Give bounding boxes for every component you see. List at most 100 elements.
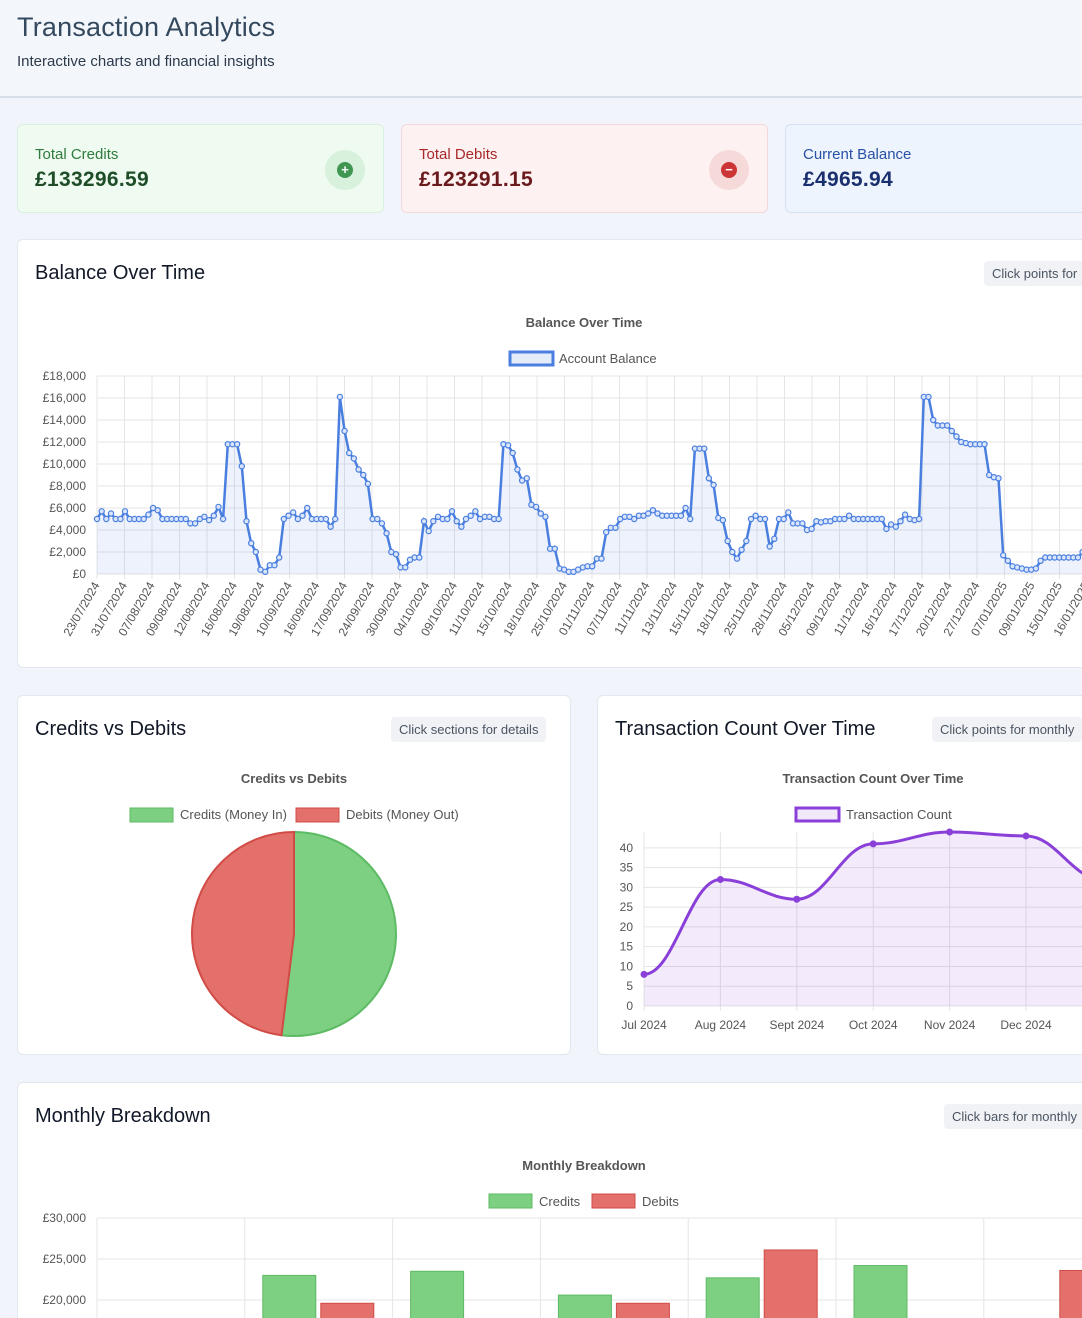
count-x-tick-label: Oct 2024 xyxy=(849,1018,898,1032)
balance-point xyxy=(140,515,147,523)
balance-point xyxy=(462,515,470,523)
balance-point xyxy=(1004,557,1012,565)
balance-point xyxy=(780,515,787,523)
monthly-y-tick-label: £20,000 xyxy=(43,1293,87,1307)
monthly-legend-swatch xyxy=(488,1193,533,1209)
count-y-tick-label: 40 xyxy=(620,841,634,855)
balance-point xyxy=(612,524,619,532)
balance-point xyxy=(944,422,951,429)
balance-point xyxy=(93,515,101,523)
plus-circle-icon: + xyxy=(337,162,353,178)
balance-point xyxy=(724,537,731,545)
balance-point xyxy=(243,518,250,525)
balance-y-tick-label: £2,000 xyxy=(49,545,86,559)
balance-point xyxy=(1074,554,1082,561)
balance-point xyxy=(467,512,474,519)
balance-point xyxy=(729,548,736,556)
balance-point xyxy=(294,515,302,523)
balance-panel: Balance Over Time Click points for xyxy=(17,239,1082,668)
count-area xyxy=(644,832,1082,1006)
balance-y-tick-label: £4,000 xyxy=(49,523,86,537)
balance-point xyxy=(233,441,241,448)
pie-hint-badge: Click sections for details xyxy=(391,717,547,742)
balance-y-tick-label: £18,000 xyxy=(43,369,87,383)
count-point xyxy=(716,875,724,883)
debits-icon-badge: − xyxy=(709,150,749,190)
monthly-panel-title: Monthly Breakdown xyxy=(35,1105,211,1127)
count-point xyxy=(1022,832,1030,840)
balance-point xyxy=(322,515,330,523)
balance-y-tick-label: £12,000 xyxy=(43,435,87,449)
balance-point xyxy=(121,508,129,515)
count-chart-title: Transaction Count Over Time xyxy=(782,771,963,786)
balance-point xyxy=(262,568,269,576)
balance-point xyxy=(631,515,638,523)
balance-point xyxy=(336,393,344,401)
balance-point xyxy=(374,515,381,523)
balance-point xyxy=(738,546,745,554)
balance-point xyxy=(392,551,400,558)
balance-point xyxy=(677,512,685,519)
balance-chart[interactable]: Balance Over Time Account Balance £0 £2,000… xyxy=(0,0,1082,668)
balance-point xyxy=(285,512,292,519)
monthly-chart-title: Monthly Breakdown xyxy=(522,1158,646,1173)
current-balance-value: £4965.94 xyxy=(803,168,893,191)
pie-legend-swatch xyxy=(295,807,340,823)
balance-point xyxy=(346,449,353,457)
balance-point xyxy=(551,545,559,552)
balance-point xyxy=(542,513,549,521)
balance-y-tick-label: £10,000 xyxy=(43,457,87,471)
balance-point xyxy=(1000,552,1007,559)
balance-point xyxy=(719,516,727,524)
balance-y-tick-label: £6,000 xyxy=(49,501,86,515)
balance-point xyxy=(117,515,124,523)
balance-point xyxy=(145,511,152,518)
balance-point xyxy=(472,508,479,515)
balance-point xyxy=(785,509,792,516)
balance-y-tick-label: £8,000 xyxy=(49,479,86,493)
balance-point xyxy=(897,518,904,525)
balance-point xyxy=(747,515,755,523)
total-debits-label: Total Debits xyxy=(419,146,498,163)
minus-circle-icon: − xyxy=(721,162,737,178)
balance-point xyxy=(332,515,339,523)
balance-point xyxy=(649,507,657,514)
balance-y-tick-label: £0 xyxy=(73,567,87,581)
balance-legend-label: Account Balance xyxy=(559,351,657,366)
count-point xyxy=(793,895,801,903)
page-title: Transaction Analytics xyxy=(17,12,276,42)
pie-chart[interactable]: Credits vs Debits Credits (Money In) Debit… xyxy=(0,0,580,1060)
balance-point xyxy=(509,449,516,457)
balance-point xyxy=(271,562,278,569)
balance-area xyxy=(97,396,1082,574)
balance-point xyxy=(733,555,741,562)
balance-point xyxy=(948,427,956,435)
balance-point xyxy=(752,512,759,519)
pie-legend-label: Debits (Money Out) xyxy=(346,807,459,822)
balance-point xyxy=(532,503,540,511)
total-credits-label: Total Credits xyxy=(35,146,119,163)
balance-point xyxy=(453,518,460,525)
balance-point xyxy=(364,480,372,487)
count-y-tick-label: 35 xyxy=(620,861,634,875)
pie-chart-title: Credits vs Debits xyxy=(241,771,347,786)
count-x-tick-label: Nov 2024 xyxy=(924,1018,976,1032)
total-debits-value: £123291.15 xyxy=(419,168,533,191)
balance-point xyxy=(495,515,502,523)
balance-point xyxy=(458,523,465,530)
balance-point xyxy=(383,530,390,537)
current-balance-label: Current Balance xyxy=(803,146,912,163)
credits-icon-badge: + xyxy=(325,150,365,190)
balance-point xyxy=(701,445,708,452)
count-x-tick-label: Sept 2024 xyxy=(769,1018,824,1032)
total-credits-value: £133296.59 xyxy=(35,168,149,191)
count-y-tick-label: 0 xyxy=(626,999,633,1013)
balance-point xyxy=(589,563,596,570)
monthly-legend-swatch xyxy=(591,1193,636,1209)
monthly-credits-bar xyxy=(410,1270,465,1318)
count-x-tick-label: Jul 2024 xyxy=(621,1018,667,1032)
page-subtitle: Interactive charts and financial insight… xyxy=(17,53,275,70)
balance-point xyxy=(766,543,773,550)
